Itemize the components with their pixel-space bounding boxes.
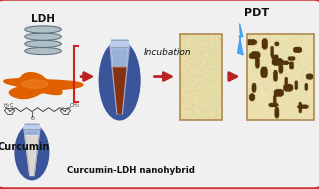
Polygon shape <box>110 47 129 114</box>
Polygon shape <box>22 80 48 88</box>
Ellipse shape <box>25 40 61 47</box>
Polygon shape <box>25 136 39 175</box>
Text: PDT: PDT <box>244 8 269 18</box>
Text: LDH: LDH <box>31 14 55 24</box>
Text: Curcumin-LDH nanohybrid: Curcumin-LDH nanohybrid <box>67 166 195 175</box>
Polygon shape <box>25 130 39 136</box>
Text: Incubation: Incubation <box>144 48 191 57</box>
Text: Curcumin: Curcumin <box>0 143 50 152</box>
Ellipse shape <box>25 26 61 33</box>
Text: $\mathregular{H_3C}$: $\mathregular{H_3C}$ <box>3 101 14 110</box>
Polygon shape <box>111 49 128 67</box>
Polygon shape <box>113 67 127 114</box>
Polygon shape <box>110 40 129 47</box>
Text: O: O <box>31 116 35 121</box>
Ellipse shape <box>14 124 49 180</box>
Polygon shape <box>238 24 243 55</box>
Polygon shape <box>4 73 83 98</box>
Ellipse shape <box>25 33 61 40</box>
Ellipse shape <box>25 47 61 55</box>
Bar <box>180 34 222 120</box>
Text: $\mathregular{CH_3}$: $\mathregular{CH_3}$ <box>69 101 79 110</box>
Ellipse shape <box>99 40 141 121</box>
Bar <box>247 34 314 120</box>
Polygon shape <box>24 124 40 129</box>
Polygon shape <box>24 129 40 176</box>
Polygon shape <box>238 24 243 55</box>
